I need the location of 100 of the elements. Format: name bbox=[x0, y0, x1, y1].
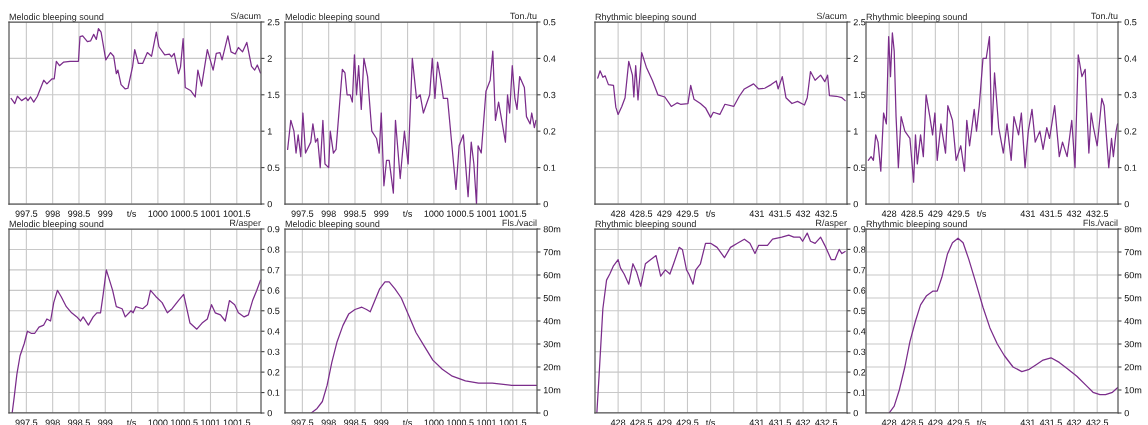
x-tick-label: 429.5 bbox=[676, 210, 699, 217]
y-tick-label: 0.6 bbox=[853, 287, 866, 294]
x-tick-label: 428 bbox=[881, 419, 897, 425]
x-tick-label: 429 bbox=[657, 419, 672, 425]
x-tick-label: 998 bbox=[45, 419, 60, 425]
x-tick-label: 1001.5 bbox=[223, 419, 251, 425]
y-tick-label: 50m bbox=[543, 294, 561, 302]
x-tick-label: 1001.5 bbox=[499, 419, 527, 425]
y-tick-label: 0 bbox=[267, 409, 272, 417]
chart-title: Rhythmic bleeping sound bbox=[595, 220, 696, 229]
y-tick-label: 0.3 bbox=[853, 348, 866, 356]
y-axis-title: Fls./vacil bbox=[1083, 219, 1118, 227]
line-series bbox=[596, 232, 846, 413]
y-tick-label: 0.5 bbox=[853, 164, 866, 171]
x-tick-label: 1000.5 bbox=[171, 419, 198, 425]
y-tick-label: 2 bbox=[853, 55, 858, 62]
y-tick-label: 70m bbox=[543, 248, 561, 256]
x-tick-label: 1001 bbox=[201, 210, 221, 217]
y-tick-label: 0.5 bbox=[267, 307, 280, 315]
chart-title: Melodic bleeping sound bbox=[285, 220, 380, 229]
x-tick-label: 431 bbox=[749, 210, 764, 217]
x-tick-label: 1000.5 bbox=[171, 210, 198, 217]
y-tick-label: 40m bbox=[1124, 317, 1142, 325]
line-series bbox=[888, 237, 1118, 413]
x-tick-label: t/s bbox=[126, 419, 137, 425]
y-axis-title: R/asper bbox=[230, 219, 261, 228]
x-tick-label: 1000 bbox=[424, 210, 444, 217]
x-tick-label: 432.5 bbox=[815, 210, 838, 217]
y-tick-label: 0.1 bbox=[543, 164, 556, 171]
y-tick-label: 10m bbox=[1124, 386, 1142, 394]
y-tick-label: 1.5 bbox=[267, 91, 280, 99]
y-tick-label: 20m bbox=[543, 363, 561, 371]
x-tick-label: t/s bbox=[705, 210, 716, 217]
y-tick-label: 0.5 bbox=[267, 164, 280, 171]
x-tick-label: 429 bbox=[657, 210, 672, 217]
x-tick-label: 999 bbox=[374, 419, 389, 425]
x-tick-label: 432 bbox=[795, 419, 811, 425]
y-tick-label: 0.4 bbox=[543, 55, 556, 62]
x-tick-label: 428 bbox=[610, 419, 626, 425]
y-tick-label: 0.3 bbox=[267, 348, 280, 356]
x-tick-label: 1000 bbox=[148, 419, 168, 425]
x-tick-label: t/s bbox=[976, 419, 987, 425]
y-tick-label: 0.8 bbox=[267, 246, 280, 253]
x-tick-label: 999 bbox=[374, 210, 389, 217]
x-tick-label: 432 bbox=[1066, 210, 1082, 217]
y-tick-label: 0.3 bbox=[1124, 91, 1137, 99]
x-tick-label: 431 bbox=[1020, 210, 1035, 217]
y-tick-label: 0.5 bbox=[853, 307, 866, 315]
x-tick-label: 999 bbox=[98, 419, 113, 425]
y-tick-label: 0.6 bbox=[267, 287, 280, 294]
x-tick-label: 998.5 bbox=[68, 210, 90, 217]
x-tick-label: t/s bbox=[402, 419, 413, 425]
x-tick-label: 429.5 bbox=[947, 419, 970, 425]
y-tick-label: 70m bbox=[1124, 248, 1142, 256]
x-tick-label: 998.5 bbox=[344, 419, 366, 425]
y-tick-label: 0.9 bbox=[853, 225, 866, 233]
x-tick-label: 998.5 bbox=[68, 419, 90, 425]
y-tick-label: 0.5 bbox=[1124, 18, 1137, 26]
line-series bbox=[310, 281, 537, 413]
y-tick-label: 0.2 bbox=[853, 369, 866, 376]
y-tick-label: 0.1 bbox=[1124, 164, 1137, 171]
y-tick-label: 1 bbox=[853, 128, 858, 135]
y-tick-label: 0 bbox=[1124, 200, 1129, 208]
y-tick-label: 0.1 bbox=[853, 389, 866, 396]
chart-title: Melodic bleeping sound bbox=[9, 13, 104, 22]
x-tick-label: 1000.5 bbox=[447, 419, 474, 425]
y-tick-label: 0.4 bbox=[853, 328, 866, 335]
chart-title: Melodic bleeping sound bbox=[9, 220, 104, 229]
line-series bbox=[597, 51, 846, 118]
line-series bbox=[867, 32, 1118, 183]
y-tick-label: 2 bbox=[267, 55, 272, 62]
y-tick-label: 0 bbox=[267, 200, 272, 208]
y-tick-label: 0.5 bbox=[543, 18, 556, 26]
x-tick-label: 432.5 bbox=[1086, 210, 1109, 217]
y-tick-label: 0.7 bbox=[267, 266, 280, 274]
chart-title: Melodic bleeping sound bbox=[285, 13, 380, 22]
x-tick-label: 429.5 bbox=[947, 210, 970, 217]
x-tick-label: 998 bbox=[45, 210, 60, 217]
x-tick-label: 432.5 bbox=[1086, 419, 1109, 425]
x-tick-label: 1000 bbox=[424, 419, 444, 425]
x-tick-label: 428.5 bbox=[630, 419, 653, 425]
x-tick-label: 1001 bbox=[477, 419, 497, 425]
y-tick-label: 0.4 bbox=[1124, 55, 1137, 62]
y-tick-label: 0 bbox=[543, 409, 548, 417]
y-tick-label: 0.2 bbox=[543, 128, 556, 135]
y-tick-label: 80m bbox=[543, 225, 561, 233]
y-tick-label: 30m bbox=[543, 340, 561, 348]
y-tick-label: 0.7 bbox=[853, 266, 866, 274]
x-tick-label: 998 bbox=[321, 419, 336, 425]
y-tick-label: 0.9 bbox=[267, 225, 280, 233]
y-tick-label: 10m bbox=[543, 386, 561, 394]
y-axis-title: R/asper bbox=[816, 219, 847, 228]
x-tick-label: 1000.5 bbox=[447, 210, 474, 217]
x-tick-label: 998 bbox=[321, 210, 336, 217]
x-tick-label: 432 bbox=[1066, 419, 1082, 425]
x-tick-label: 428 bbox=[881, 210, 897, 217]
x-tick-label: 1001 bbox=[477, 210, 497, 217]
y-tick-label: 0.2 bbox=[267, 369, 280, 376]
x-tick-label: 431 bbox=[1020, 419, 1035, 425]
y-tick-label: 0 bbox=[853, 200, 858, 208]
